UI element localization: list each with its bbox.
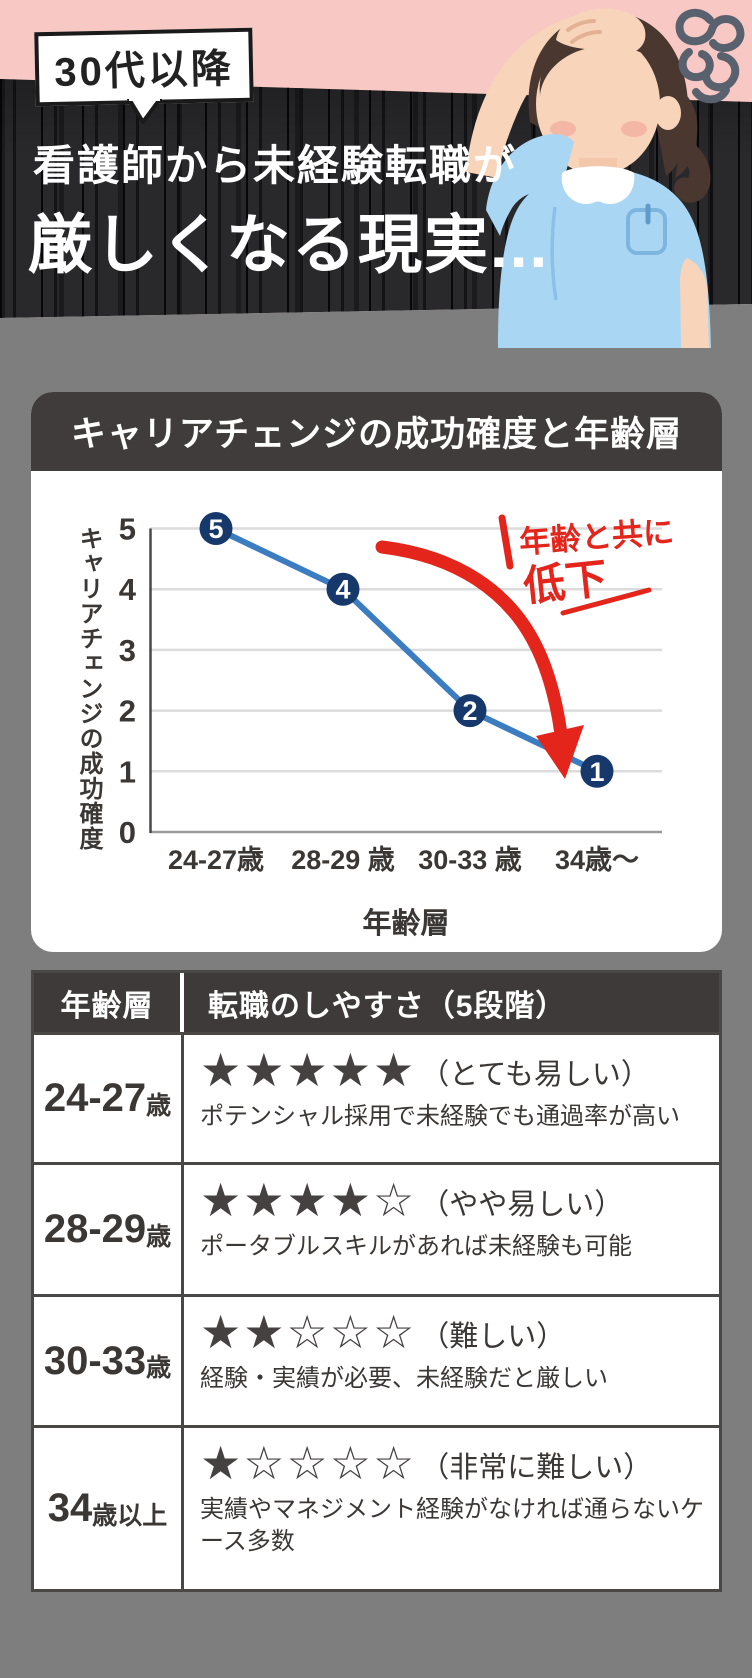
hero-section: 30代以降 看護師から未経験転職が 厳しくなる現実... <box>0 0 752 348</box>
svg-text:4: 4 <box>119 572 137 607</box>
age-suffix: 歳以上 <box>92 1501 168 1530</box>
svg-text:34歳〜: 34歳〜 <box>555 845 639 875</box>
svg-text:1: 1 <box>119 754 136 789</box>
age-label: 30-33 <box>43 1338 147 1383</box>
chart-card-header: キャリアチェンジの成功確度と年齢層 <box>31 392 722 471</box>
annotation-tick <box>498 514 514 570</box>
annotation-underline <box>560 587 652 616</box>
age-label: 34 <box>47 1486 93 1530</box>
table-row: 28-29 歳 ★★★★☆ （やや易しい） ポータブルスキルがあれば未経験も可能 <box>34 1162 719 1294</box>
table-row: 34 歳以上 ★☆☆☆☆ （非常に難しい） 実績やマネジメント経験がなければ通らない… <box>34 1425 719 1589</box>
rating-label: （難しい） <box>420 1321 566 1354</box>
age-suffix: 歳 <box>146 1354 172 1382</box>
svg-text:30-33 歳: 30-33 歳 <box>418 845 522 875</box>
speech-bubble-tail-icon <box>127 99 162 124</box>
age-suffix: 歳 <box>146 1091 172 1120</box>
svg-text:5: 5 <box>119 512 136 547</box>
age-badge-bubble: 30代以降 <box>34 27 254 107</box>
svg-text:2: 2 <box>462 696 477 726</box>
svg-text:4: 4 <box>335 575 350 605</box>
age-label: 28-29 <box>43 1207 147 1251</box>
table-row: 30-33 歳 ★★☆☆☆ （難しい） 経験・実績が必要、未経験だと厳しい <box>34 1294 719 1425</box>
annotation-text-2: 低下 <box>521 554 609 610</box>
star-rating-icons: ★★☆☆☆ <box>200 1306 417 1358</box>
svg-text:28-29 歳: 28-29 歳 <box>291 845 395 875</box>
hero-headline-line2: 厳しくなる現実... <box>28 209 550 281</box>
rating-description: 経験・実績が必要、未経験だと厳しい <box>200 1364 608 1392</box>
rating-label: （とても易しい） <box>420 1059 650 1092</box>
annotation-arrowhead <box>536 725 584 779</box>
star-rating-icons: ★☆☆☆☆ <box>200 1437 417 1489</box>
svg-text:2: 2 <box>119 694 136 729</box>
annotation-text-1: 年齢と共に <box>518 514 675 560</box>
chart-y-axis-title: キャリアチェンジの成功確度 <box>75 526 102 851</box>
annotation-arrow <box>375 540 569 750</box>
rating-description: ポータブルスキルがあれば未経験も可能 <box>200 1232 632 1260</box>
rating-label: （非常に難しい） <box>420 1452 653 1485</box>
svg-text:年齢層: 年齢層 <box>362 906 449 940</box>
rating-table: 年齢層 転職のしやすさ（5段階） 24-27 歳 ★★★★★ （とても易しい） ポテ… <box>31 970 722 1592</box>
table-header-age: 年齢層 <box>34 973 184 1032</box>
age-label: 24-27 <box>43 1076 147 1120</box>
rating-label: （やや易しい） <box>420 1189 624 1222</box>
table-header-ease: 転職のしやすさ（5段階） <box>208 989 567 1023</box>
line-chart: 0 1 2 3 4 5 5 4 2 1 24-27歳 28-29 歳 30-33 歳 34歳〜年齢層 年齢… <box>119 512 675 941</box>
star-rating-icons: ★★★★☆ <box>200 1174 417 1226</box>
age-badge-text: 30代以降 <box>53 47 235 95</box>
svg-text:0: 0 <box>119 815 136 850</box>
star-rating-icons: ★★★★★ <box>200 1044 417 1096</box>
svg-text:1: 1 <box>589 757 604 787</box>
svg-text:5: 5 <box>208 514 223 544</box>
rating-description: ポテンシャル採用で未経験でも通過率が高い <box>200 1102 680 1130</box>
frustration-squiggle-icon <box>675 8 745 104</box>
chart-card: キャリアチェンジの成功確度と年齢層 キャリアチェンジの成功確度 0 1 2 3 4 5 5 4… <box>31 392 722 952</box>
nurse-illustration <box>466 8 711 348</box>
hero-headline-line1: 看護師から未経験転職が <box>33 142 518 189</box>
table-row: 24-27 歳 ★★★★★ （とても易しい） ポテンシャル採用で未経験でも通過率が高… <box>34 1032 719 1162</box>
svg-text:24-27歳: 24-27歳 <box>168 845 264 875</box>
rating-description: 実績やマネジメント経験がなければ通らないケース多数 <box>200 1495 704 1555</box>
svg-text:3: 3 <box>119 633 136 668</box>
chart-title: キャリアチェンジの成功確度と年齢層 <box>70 415 683 454</box>
table-header-row: 年齢層 転職のしやすさ（5段階） <box>34 973 719 1032</box>
age-suffix: 歳 <box>146 1222 172 1251</box>
